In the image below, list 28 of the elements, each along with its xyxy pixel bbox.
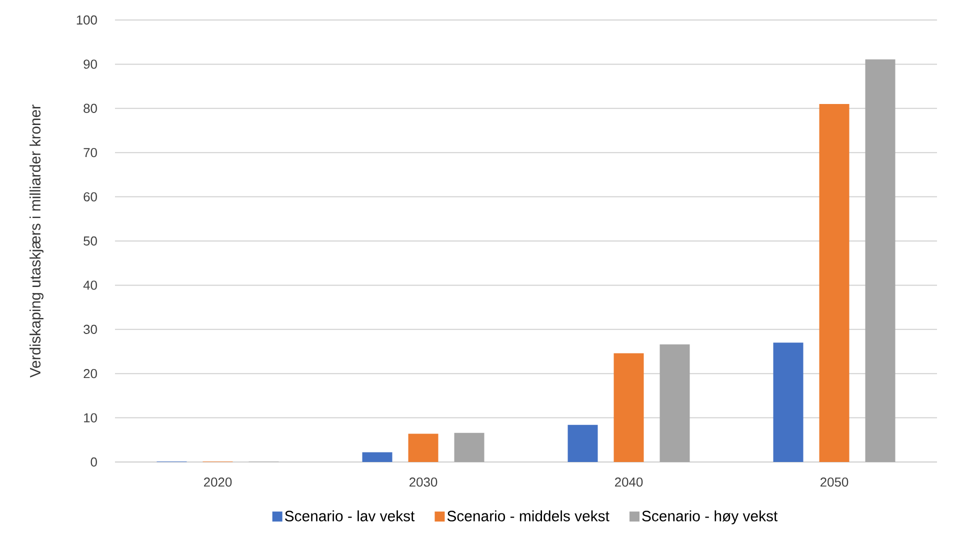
legend-label: Scenario - lav vekst [284, 510, 415, 522]
y-tick-label: 100 [76, 15, 97, 25]
bar [865, 59, 896, 462]
y-tick-label: 20 [84, 369, 97, 378]
bar [614, 353, 644, 462]
y-tick-label: 10 [84, 413, 97, 422]
y-tick-label: 40 [83, 280, 97, 290]
y-tick-label: 80 [84, 104, 97, 113]
y-tick-label: 0 [90, 457, 97, 467]
bar [568, 424, 598, 462]
y-axis-title: Verdiskaping utaskjærs i milliarder kroner [30, 104, 44, 378]
x-tick-label: 2030 [410, 478, 438, 487]
y-tick-label: 30 [84, 324, 97, 334]
legend-label: Scenario - høy vekst [642, 510, 778, 524]
bar [773, 342, 804, 462]
y-tick-label: 50 [84, 236, 97, 246]
bar [454, 432, 484, 462]
y-tick-label: 90 [84, 60, 97, 69]
y-tick-label: 70 [84, 148, 97, 158]
x-tick-label: 2040 [615, 478, 643, 487]
x-tick-label: 2020 [204, 478, 232, 487]
bar [660, 344, 690, 462]
bar [819, 104, 850, 462]
x-tick-label: 2050 [820, 478, 848, 487]
legend-label: Scenario - middels vekst [447, 510, 610, 522]
bar [408, 434, 438, 462]
bar [362, 452, 392, 462]
y-tick-label: 60 [84, 192, 97, 202]
